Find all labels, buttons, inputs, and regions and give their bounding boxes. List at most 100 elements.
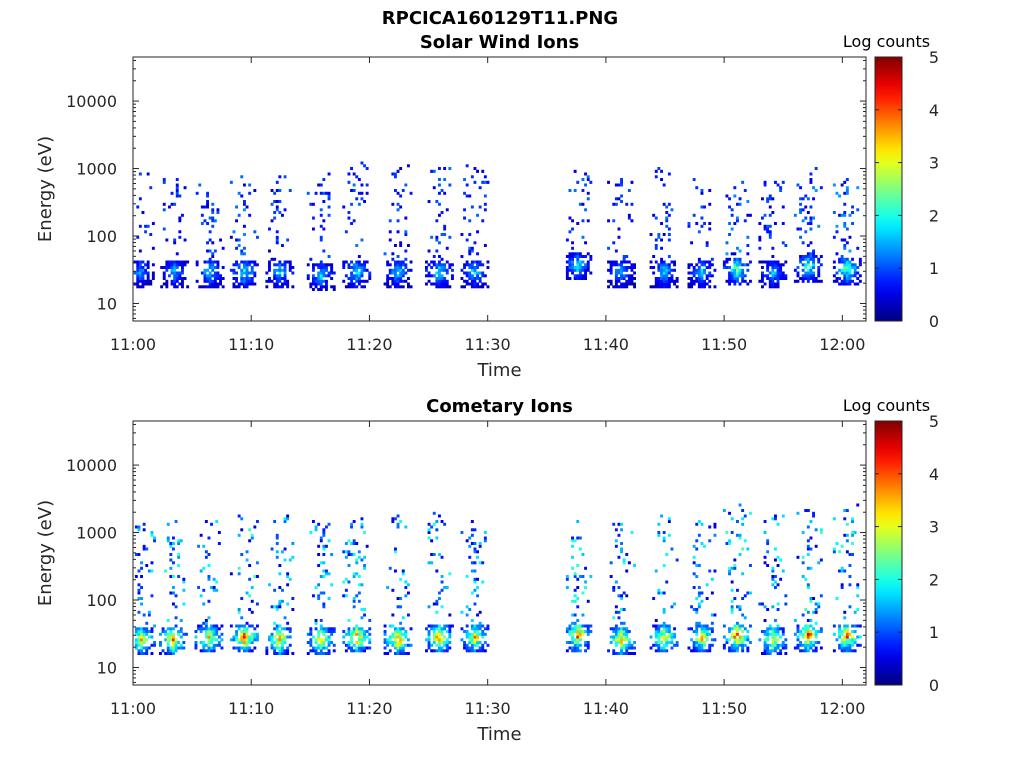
spectrogram-cell <box>774 222 777 225</box>
spectrogram-cell <box>692 213 696 217</box>
spectrogram-cell <box>730 610 734 614</box>
spectrogram-cell <box>654 649 658 653</box>
spectrogram-cell <box>322 271 326 275</box>
spectrogram-cell <box>151 263 155 267</box>
spectrogram-cell <box>409 643 413 647</box>
spectrogram-cell <box>809 624 813 628</box>
spectrogram-cell <box>625 202 629 206</box>
spectrogram-cell <box>809 227 813 231</box>
spectrogram-cell <box>435 266 439 269</box>
spectrogram-cell <box>204 627 208 631</box>
spectrogram-cell <box>199 630 203 633</box>
spectrogram-cell <box>432 649 436 653</box>
spectrogram-cell <box>667 533 671 537</box>
spectrogram-cell <box>170 282 174 286</box>
spectrogram-cell <box>394 630 397 633</box>
spectrogram-cell <box>692 279 696 283</box>
spectrogram-cell <box>386 263 390 267</box>
spectrogram-cell <box>573 268 577 272</box>
spectrogram-cell <box>768 260 772 264</box>
spectrogram-cell <box>172 635 175 639</box>
spectrogram-cell <box>817 274 821 278</box>
spectrogram-cell <box>654 619 658 622</box>
spectrogram-cell <box>363 608 366 611</box>
spectrogram-cell <box>675 277 679 280</box>
spectrogram-cell <box>710 621 714 625</box>
spectrogram-cell <box>425 268 428 272</box>
spectrogram-cell <box>470 260 474 264</box>
spectrogram-cell <box>443 277 447 280</box>
spectrogram-cell <box>806 539 810 543</box>
spectrogram-cell <box>451 274 454 278</box>
spectrogram-cell <box>237 627 241 631</box>
spectrogram-cell <box>705 277 709 280</box>
spectrogram-cell <box>357 279 361 283</box>
spectrogram-cell <box>451 624 454 628</box>
spectrogram-cell <box>473 180 477 184</box>
spectrogram-cell <box>240 638 244 642</box>
spectrogram-cell <box>327 649 331 653</box>
spectrogram-cell <box>245 279 249 283</box>
spectrogram-cell <box>697 282 701 286</box>
spectrogram-cell <box>248 646 252 650</box>
spectrogram-cell <box>832 550 836 554</box>
spectrogram-cell <box>243 646 246 650</box>
spectrogram-cell <box>396 627 400 631</box>
spectrogram-cell <box>388 638 392 642</box>
spectrogram-cell <box>741 641 745 644</box>
spectrogram-cell <box>281 285 284 289</box>
spectrogram-cell <box>660 263 663 267</box>
spectrogram-cell <box>309 632 313 636</box>
spectrogram-cell <box>211 224 215 228</box>
spectrogram-cell <box>273 605 277 609</box>
spectrogram-cell <box>443 268 447 272</box>
spectrogram-cell <box>396 630 400 633</box>
spectrogram-cell <box>383 282 387 286</box>
spectrogram-cell <box>705 583 709 587</box>
spectrogram-cell <box>746 649 750 653</box>
spectrogram-cell <box>273 200 277 203</box>
spectrogram-cell <box>306 274 310 278</box>
spectrogram-cell <box>481 282 485 286</box>
spectrogram-cell <box>571 268 574 272</box>
spectrogram-cell <box>476 274 479 278</box>
spectrogram-cell <box>814 632 818 636</box>
spectrogram-cell <box>199 627 203 631</box>
spectrogram-cell <box>470 533 474 537</box>
spectrogram-cell <box>703 260 706 264</box>
spectrogram-cell <box>568 252 572 256</box>
spectrogram-cell <box>352 266 356 269</box>
spectrogram-cell <box>728 638 731 642</box>
spectrogram-cell <box>394 271 397 275</box>
spectrogram-cell <box>736 646 739 650</box>
spectrogram-cell <box>248 641 252 644</box>
spectrogram-cell <box>806 649 810 653</box>
spectrogram-cell <box>202 627 206 631</box>
spectrogram-cell <box>140 586 143 589</box>
spectrogram-cell <box>350 260 353 264</box>
spectrogram-cell <box>766 260 770 264</box>
spectrogram-cell <box>178 194 182 198</box>
spectrogram-cell <box>620 638 623 642</box>
spectrogram-cell <box>667 632 671 636</box>
spectrogram-cell <box>573 575 577 578</box>
spectrogram-cell <box>776 268 780 272</box>
spectrogram-cell <box>212 586 216 589</box>
spectrogram-cell <box>137 610 141 614</box>
spectrogram-cell <box>463 643 466 647</box>
spectrogram-cell <box>771 266 775 269</box>
spectrogram-cell <box>146 224 150 228</box>
spectrogram-cell <box>478 610 482 614</box>
spectrogram-cell <box>210 627 213 631</box>
spectrogram-cell <box>665 263 669 267</box>
spectrogram-cell <box>440 641 444 644</box>
spectrogram-cell <box>425 649 428 653</box>
spectrogram-cell <box>407 591 410 595</box>
spectrogram-cell <box>607 268 610 272</box>
spectrogram-cell <box>771 211 775 214</box>
spectrogram-cell <box>322 575 326 578</box>
colorbar-tick-label: 3 <box>929 154 939 173</box>
spectrogram-cell <box>665 268 669 272</box>
spectrogram-cell <box>667 624 671 628</box>
